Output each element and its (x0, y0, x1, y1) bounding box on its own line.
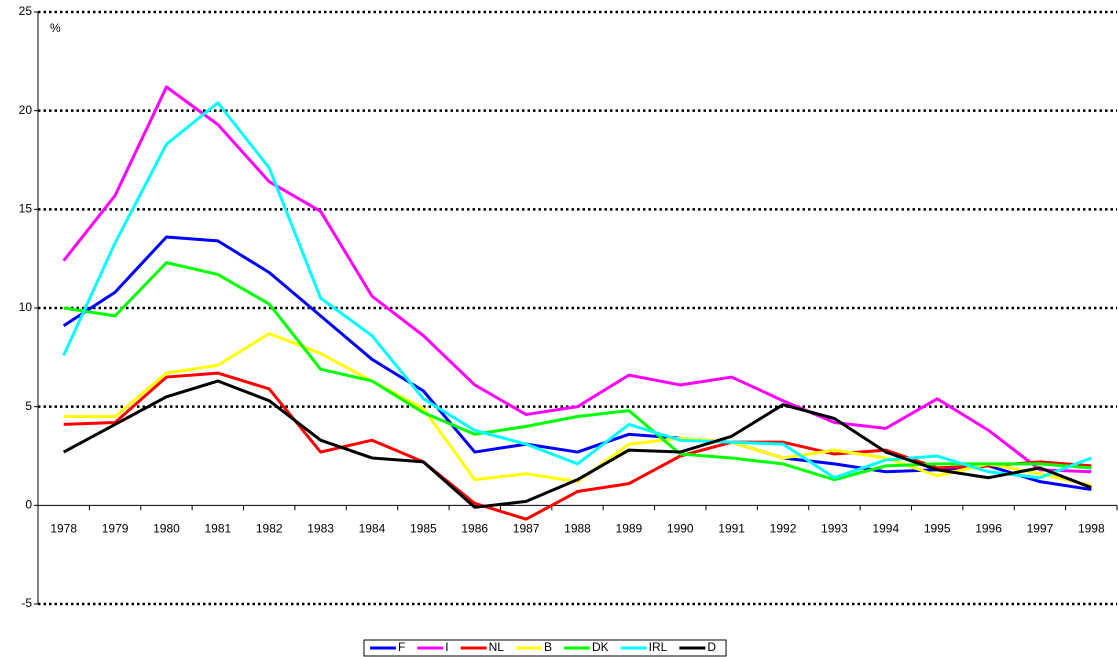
y-axis-label: % (50, 21, 61, 35)
y-tick-label: 20 (19, 103, 33, 117)
x-tick-label: 1992 (770, 522, 797, 536)
x-tick-label: 1994 (872, 522, 899, 536)
x-tick-label: 1995 (924, 522, 951, 536)
x-tick-label: 1986 (461, 522, 488, 536)
x-tick-label: 1996 (975, 522, 1002, 536)
series-line (63, 371, 1092, 521)
legend-box (363, 639, 727, 657)
legend-label: D (707, 640, 716, 654)
x-tick-label: 1978 (50, 522, 77, 536)
y-tick-label: -5 (21, 596, 32, 610)
x-tick-label: 1985 (410, 522, 437, 536)
legend-label: I (445, 640, 448, 654)
legend-label: NL (489, 640, 505, 654)
x-tick-label: 1982 (256, 522, 283, 536)
legend: F I NL B DK IRL D (369, 640, 716, 654)
series-line (62, 101, 1092, 480)
series-line (62, 379, 1092, 509)
x-tick-label: 1983 (307, 522, 334, 536)
x-tick-label: 1993 (821, 522, 848, 536)
x-tick-label: 1980 (153, 522, 180, 536)
legend-label: IRL (649, 640, 668, 654)
series-line (62, 85, 1092, 474)
x-tick-label: 1998 (1078, 522, 1105, 536)
x-tick-label: 1988 (564, 522, 591, 536)
x-tick-label: 1989 (616, 522, 643, 536)
x-tick-label: 1979 (102, 522, 129, 536)
series-line (63, 261, 1092, 482)
y-tick-label: 25 (19, 4, 33, 18)
x-tick-label: 1991 (718, 522, 745, 536)
y-tick-label: 0 (25, 498, 32, 512)
y-tick-label: 15 (19, 202, 33, 216)
x-tick-label: 1987 (513, 522, 540, 536)
y-tick-label: 10 (19, 300, 33, 314)
x-tick-label: 1984 (359, 522, 386, 536)
y-tick-label: 5 (25, 399, 32, 413)
legend-label: DK (592, 640, 609, 654)
legend-label: B (544, 640, 552, 654)
x-tick-label: 1981 (204, 522, 231, 536)
x-tick-label: 1990 (667, 522, 694, 536)
series-line (63, 332, 1092, 488)
legend-label: F (398, 640, 405, 654)
x-tick-label: 1997 (1027, 522, 1054, 536)
